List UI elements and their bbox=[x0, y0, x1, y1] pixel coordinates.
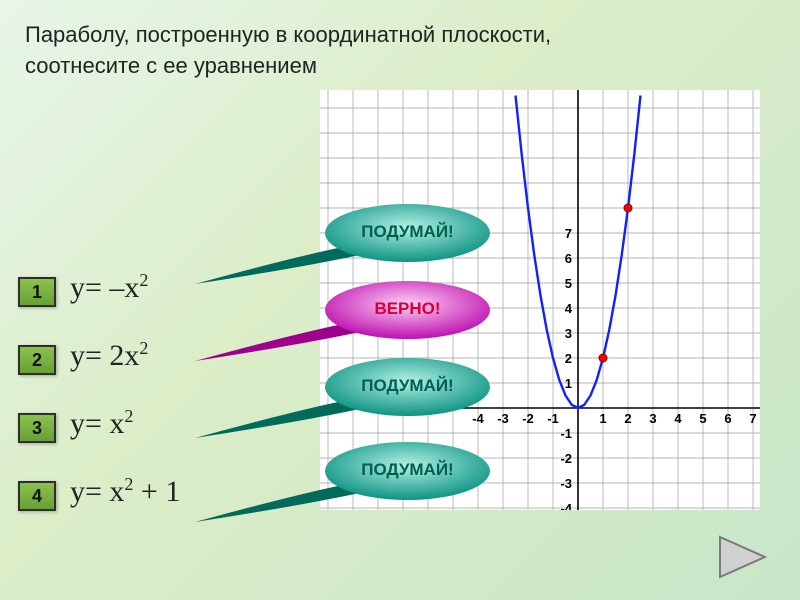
option-equation-2: y= 2x2 bbox=[70, 338, 148, 373]
svg-text:-3: -3 bbox=[497, 411, 509, 426]
title-line2: соотнесите с ее уравнением bbox=[25, 51, 551, 82]
page-title: Параболу, построенную в координатной пло… bbox=[25, 20, 551, 82]
svg-text:5: 5 bbox=[699, 411, 706, 426]
option-button-3[interactable]: 3 bbox=[18, 413, 56, 443]
svg-text:4: 4 bbox=[565, 301, 573, 316]
coordinate-graph: -4 -3 -2 -1 1 2 3 4 5 6 7 7 6 5 4 3 2 1 -1 -2 -3 -4 bbox=[320, 90, 760, 510]
svg-text:1: 1 bbox=[599, 411, 606, 426]
svg-text:-3: -3 bbox=[560, 476, 572, 491]
svg-text:2: 2 bbox=[565, 351, 572, 366]
svg-text:2: 2 bbox=[624, 411, 631, 426]
svg-text:-2: -2 bbox=[522, 411, 534, 426]
svg-text:7: 7 bbox=[749, 411, 756, 426]
title-line1: Параболу, построенную в координатной пло… bbox=[25, 20, 551, 51]
svg-text:3: 3 bbox=[565, 326, 572, 341]
svg-text:-1: -1 bbox=[547, 411, 559, 426]
svg-text:4: 4 bbox=[674, 411, 682, 426]
option-button-2[interactable]: 2 bbox=[18, 345, 56, 375]
option-button-1[interactable]: 1 bbox=[18, 277, 56, 307]
option-button-4[interactable]: 4 bbox=[18, 481, 56, 511]
svg-text:1: 1 bbox=[565, 376, 572, 391]
svg-text:5: 5 bbox=[565, 276, 572, 291]
svg-text:3: 3 bbox=[649, 411, 656, 426]
svg-text:-2: -2 bbox=[560, 451, 572, 466]
svg-text:6: 6 bbox=[565, 251, 572, 266]
svg-text:6: 6 bbox=[724, 411, 731, 426]
svg-text:-4: -4 bbox=[560, 501, 572, 510]
svg-text:-1: -1 bbox=[560, 426, 572, 441]
svg-text:-4: -4 bbox=[472, 411, 484, 426]
next-button[interactable] bbox=[715, 532, 770, 582]
option-equation-3: y= x2 bbox=[70, 406, 133, 441]
option-equation-4: y= x2 + 1 bbox=[70, 474, 180, 509]
svg-text:7: 7 bbox=[565, 226, 572, 241]
option-equation-1: y= –x2 bbox=[70, 270, 148, 305]
